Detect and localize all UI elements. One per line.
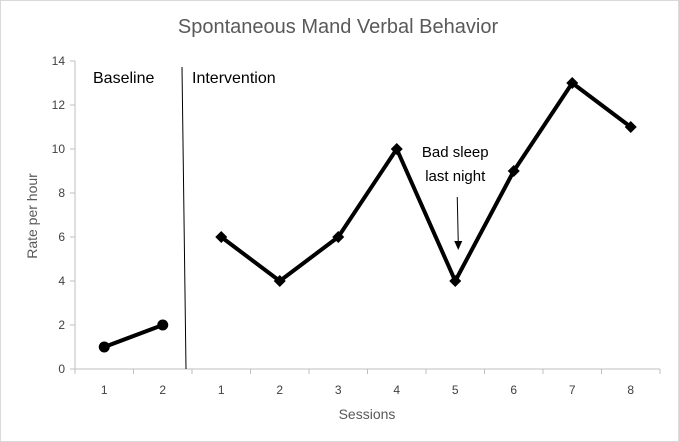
series-line-intervention [220, 81, 632, 283]
phase-change-line [181, 66, 187, 370]
x-tick-label: 6 [510, 383, 517, 397]
data-point [449, 275, 462, 287]
x-tick-label: 2 [276, 383, 283, 397]
annotation-text: Bad sleep [422, 144, 489, 161]
x-tick-label: 1 [218, 383, 225, 397]
series-line-baseline [103, 323, 164, 349]
phase-label-intervention: Intervention [192, 70, 276, 87]
y-tick-label: 6 [58, 230, 65, 244]
data-point [273, 275, 286, 287]
y-tick-label: 12 [52, 98, 66, 112]
data-point [507, 165, 520, 177]
x-tick-label: 7 [569, 383, 576, 397]
y-tick-label: 0 [58, 362, 65, 376]
x-tick-label: 3 [335, 383, 342, 397]
y-tick-label: 10 [52, 142, 66, 156]
x-tick-label: 5 [452, 383, 459, 397]
x-axis-label: Sessions [339, 406, 396, 422]
data-point [332, 231, 345, 243]
data-point [624, 121, 637, 133]
y-axis-label: Rate per hour [24, 173, 40, 259]
y-tick-label: 4 [58, 274, 65, 288]
annotation-arrow-shaft [456, 196, 459, 243]
y-tick-label: 14 [52, 54, 66, 68]
x-tick-label: 4 [393, 383, 400, 397]
x-tick-label: 8 [627, 383, 634, 397]
x-tick-label: 1 [101, 383, 108, 397]
data-point [215, 231, 228, 243]
y-tick-label: 2 [58, 318, 65, 332]
x-tick-label: 2 [159, 383, 166, 397]
annotation-text: last night [425, 168, 486, 185]
phase-label-baseline: Baseline [93, 70, 154, 87]
y-tick-label: 8 [58, 186, 65, 200]
chart-marks: Baseline Intervention Bad sleep last night [93, 66, 637, 370]
annotation-arrow-head [454, 241, 463, 250]
chart-title: Spontaneous Mand Verbal Behavior [178, 16, 499, 38]
data-point [157, 319, 169, 331]
data-point [98, 341, 110, 353]
data-point [390, 143, 403, 155]
data-point [566, 77, 579, 89]
